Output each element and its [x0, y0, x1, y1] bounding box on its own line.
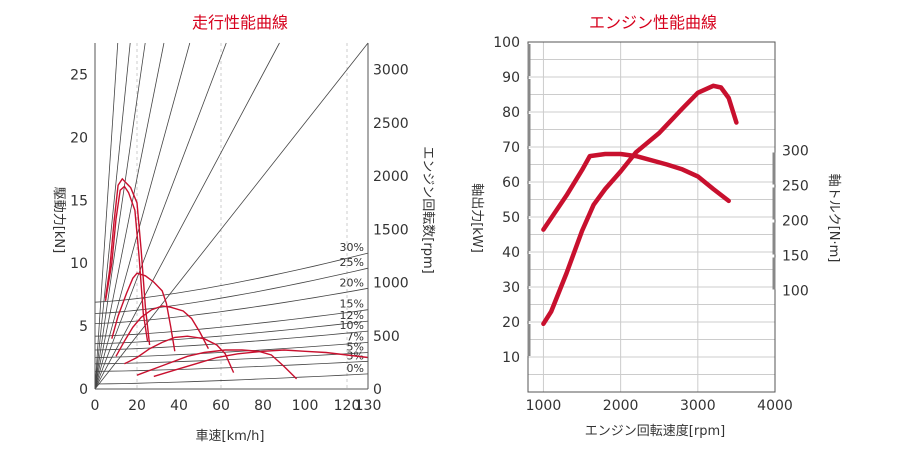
- driving-force-curve: [111, 272, 176, 352]
- left-x-tick-label: 40: [170, 398, 188, 414]
- grade-label: 10%: [340, 319, 364, 332]
- grade-line: [94, 252, 369, 303]
- right-x-tick-label: 1000: [526, 398, 562, 414]
- right-y-label: 軸出力[kW]: [469, 183, 484, 253]
- engine-speed-line: [94, 42, 191, 390]
- engine-speed-line: [94, 42, 369, 390]
- right-x-tick-label: 2000: [603, 398, 639, 414]
- grade-label: 15%: [340, 298, 364, 311]
- right-grid: [527, 41, 776, 393]
- power-curve: [541, 83, 739, 327]
- left-y-tick-label: 5: [79, 319, 88, 335]
- left-x-tick-label: 130: [355, 398, 382, 414]
- left-y-label: 駆動力[kN]: [51, 187, 66, 253]
- grade-label: 12%: [340, 309, 364, 322]
- right-y-tick-label: 40: [502, 245, 520, 261]
- left-y2-tick-label: 500: [373, 329, 400, 345]
- right-y-tick-label: 90: [502, 70, 520, 86]
- right-x-tick-label: 3000: [680, 398, 716, 414]
- left-y-tick-label: 0: [79, 382, 88, 398]
- left-x-label: 車速[km/h]: [196, 429, 265, 444]
- right-y-tick-label: 20: [502, 315, 520, 331]
- left-y-tick-label: 25: [70, 67, 88, 83]
- left-y2-tick-label: 3000: [373, 63, 409, 79]
- right-y2-tick-label: 150: [782, 249, 809, 265]
- left-x-tick-label: 60: [212, 398, 230, 414]
- left-chart-title: 走行性能曲線: [192, 13, 288, 32]
- left-y-tick-label: 10: [70, 256, 88, 272]
- right-y2-tick-label: 300: [782, 144, 809, 160]
- grade-label: 20%: [340, 276, 364, 289]
- torque-curve: [541, 151, 731, 232]
- grade-line: [94, 330, 369, 351]
- right-y-tick-label: 10: [502, 350, 520, 366]
- grade-label: 7%: [347, 330, 364, 343]
- driving-force-curve: [124, 335, 235, 373]
- right-y2-tick-label: 100: [782, 284, 809, 300]
- driving-force-curve: [115, 305, 210, 357]
- right-y2-tick-label: 250: [782, 179, 809, 195]
- grade-label: 30%: [340, 241, 364, 254]
- grade-label: 0%: [347, 362, 364, 375]
- right-y2-label: 軸トルク[N·m]: [826, 174, 841, 263]
- driving-force-curve: [153, 349, 369, 378]
- engine-speed-line: [94, 42, 165, 390]
- left-y-tick-label: 15: [70, 193, 88, 209]
- grade-line: [94, 267, 369, 314]
- left-y-ticks: 0 5 10 15 20 25: [70, 67, 88, 398]
- engine-curves: [541, 83, 739, 327]
- right-x-tick-label: 4000: [757, 398, 793, 414]
- grade-lines: 30%25%20%15%12%10%7%5%3%0%: [94, 241, 369, 385]
- left-grid: [136, 43, 348, 389]
- right-y2-ticks: 100 150 200 250 300: [782, 144, 809, 300]
- engine-speed-line: [94, 42, 280, 390]
- right-y2-tick-label: 200: [782, 214, 809, 230]
- right-y-ticks: 10 20 30 40 50 60 70 80 90 100: [493, 35, 520, 366]
- right-y-tick-label: 60: [502, 175, 520, 191]
- engine-speed-lines: [94, 42, 369, 390]
- left-x-tick-label: 0: [91, 398, 100, 414]
- driving-force-curve: [104, 185, 149, 342]
- grade-label: 25%: [340, 256, 364, 269]
- left-x-tick-label: 100: [292, 398, 319, 414]
- engine-performance-chart: エンジン性能曲線 1000 2000 3000 4000 10 20 30 40 50 60 70…: [469, 13, 841, 439]
- left-x-tick-label: 120: [334, 398, 361, 414]
- grade-line: [94, 320, 369, 345]
- driving-performance-chart: 走行性能曲線 30%25%20%15%12%10%7%5%3%0% 0 20 40 6…: [51, 13, 435, 444]
- grade-line: [94, 352, 369, 365]
- right-y-tick-label: 30: [502, 280, 520, 296]
- grade-line: [94, 309, 369, 337]
- left-y2-label: エンジン回転数[rpm]: [420, 146, 435, 273]
- right-y-tick-label: 80: [502, 105, 520, 121]
- right-x-ticks: 1000 2000 3000 4000: [526, 398, 793, 414]
- left-y-tick-label: 20: [70, 130, 88, 146]
- right-chart-title: エンジン性能曲線: [589, 13, 717, 32]
- right-y-tick-label: 50: [502, 210, 520, 226]
- engine-speed-line: [94, 42, 146, 390]
- left-y2-tick-label: 1000: [373, 276, 409, 292]
- left-y2-tick-label: 2500: [373, 116, 409, 132]
- driving-force-curves: [104, 177, 369, 380]
- grade-line: [94, 342, 369, 358]
- engine-speed-line: [94, 42, 131, 390]
- grade-line: [94, 287, 369, 324]
- driving-force-curve: [104, 177, 151, 346]
- engine-speed-line: [94, 42, 119, 390]
- grade-label: 5%: [347, 341, 364, 354]
- left-y2-ticks: 0 500 1000 1500 2000 2500 3000: [373, 63, 409, 398]
- left-x-tick-label: 20: [128, 398, 146, 414]
- left-y2-tick-label: 2000: [373, 169, 409, 185]
- driving-force-curve: [136, 349, 298, 380]
- grade-line: [94, 373, 369, 385]
- left-x-tick-label: 80: [254, 398, 272, 414]
- left-y2-tick-label: 1500: [373, 222, 409, 238]
- left-y2-tick-label: 0: [373, 382, 382, 398]
- right-y-tick-label: 70: [502, 140, 520, 156]
- right-y-tick-label: 100: [493, 35, 520, 51]
- right-x-label: エンジン回転速度[rpm]: [585, 423, 725, 439]
- right-axis-bars: [527, 44, 776, 356]
- engine-speed-line: [94, 42, 227, 390]
